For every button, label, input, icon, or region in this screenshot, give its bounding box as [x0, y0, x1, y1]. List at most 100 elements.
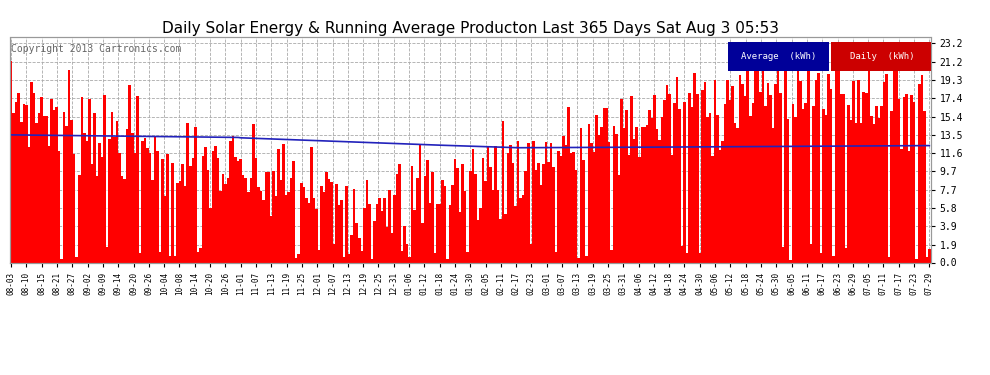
Bar: [481, 158, 484, 262]
Bar: [197, 252, 199, 262]
Bar: [842, 94, 844, 262]
Bar: [543, 164, 545, 262]
Bar: [618, 176, 621, 262]
Bar: [502, 121, 504, 262]
Bar: [148, 153, 151, 262]
Bar: [782, 247, 784, 262]
Bar: [828, 74, 830, 262]
Bar: [287, 192, 290, 262]
Bar: [267, 172, 269, 262]
Bar: [613, 126, 616, 262]
Bar: [350, 235, 353, 262]
Bar: [605, 108, 608, 262]
Bar: [898, 99, 900, 262]
Bar: [756, 49, 759, 262]
Bar: [46, 116, 48, 262]
Bar: [240, 159, 242, 262]
Bar: [716, 114, 719, 262]
Bar: [151, 180, 153, 262]
Bar: [729, 100, 732, 262]
Bar: [444, 186, 446, 262]
Bar: [527, 143, 530, 262]
Bar: [585, 256, 587, 262]
Bar: [805, 102, 807, 262]
Bar: [872, 124, 875, 262]
Bar: [414, 210, 416, 262]
Bar: [295, 258, 297, 262]
Bar: [743, 96, 746, 262]
Bar: [280, 180, 282, 262]
Bar: [734, 123, 737, 262]
Bar: [469, 171, 471, 262]
Bar: [595, 116, 598, 262]
Bar: [456, 168, 459, 262]
Bar: [838, 69, 840, 262]
Bar: [810, 244, 812, 262]
Bar: [411, 165, 414, 262]
Bar: [598, 135, 600, 262]
Bar: [432, 172, 434, 262]
Bar: [57, 151, 60, 262]
Bar: [777, 68, 779, 262]
Bar: [621, 99, 623, 262]
Bar: [766, 84, 769, 262]
Bar: [252, 124, 254, 262]
Bar: [903, 97, 906, 262]
Bar: [199, 248, 202, 262]
Bar: [126, 129, 129, 262]
Bar: [310, 147, 313, 262]
Bar: [174, 256, 176, 262]
Bar: [25, 105, 28, 262]
Bar: [655, 129, 658, 262]
Bar: [817, 72, 820, 262]
Bar: [557, 151, 559, 262]
Bar: [499, 219, 502, 262]
Bar: [373, 221, 375, 262]
Text: Average  (kWh): Average (kWh): [742, 52, 817, 61]
Bar: [194, 127, 197, 262]
Bar: [336, 184, 338, 262]
Bar: [134, 153, 136, 262]
FancyBboxPatch shape: [728, 42, 830, 71]
Bar: [355, 223, 358, 262]
Bar: [139, 253, 141, 262]
Bar: [761, 52, 764, 262]
Bar: [626, 111, 628, 262]
Bar: [746, 64, 749, 262]
Bar: [722, 141, 724, 262]
Bar: [847, 105, 849, 262]
Bar: [297, 254, 300, 262]
Bar: [572, 152, 575, 262]
Bar: [96, 176, 98, 262]
Bar: [375, 204, 378, 262]
Bar: [181, 164, 184, 262]
Bar: [169, 256, 171, 262]
Bar: [207, 170, 209, 262]
Bar: [749, 116, 751, 262]
Bar: [538, 163, 540, 262]
Bar: [269, 216, 272, 262]
Bar: [497, 190, 499, 262]
Bar: [812, 106, 815, 262]
Bar: [570, 153, 572, 262]
Bar: [704, 82, 706, 262]
Bar: [204, 147, 207, 262]
Bar: [509, 145, 512, 262]
Bar: [23, 104, 25, 262]
Bar: [78, 175, 80, 262]
Bar: [308, 203, 310, 262]
Bar: [401, 251, 403, 262]
Bar: [285, 195, 287, 262]
Bar: [844, 248, 847, 262]
Bar: [671, 154, 673, 262]
Bar: [852, 81, 855, 262]
Bar: [623, 128, 626, 262]
Bar: [678, 109, 681, 262]
Bar: [237, 161, 240, 262]
Bar: [862, 92, 865, 262]
Bar: [582, 160, 585, 262]
Bar: [562, 136, 565, 262]
Bar: [559, 156, 562, 262]
Bar: [396, 174, 398, 262]
Bar: [184, 186, 186, 262]
